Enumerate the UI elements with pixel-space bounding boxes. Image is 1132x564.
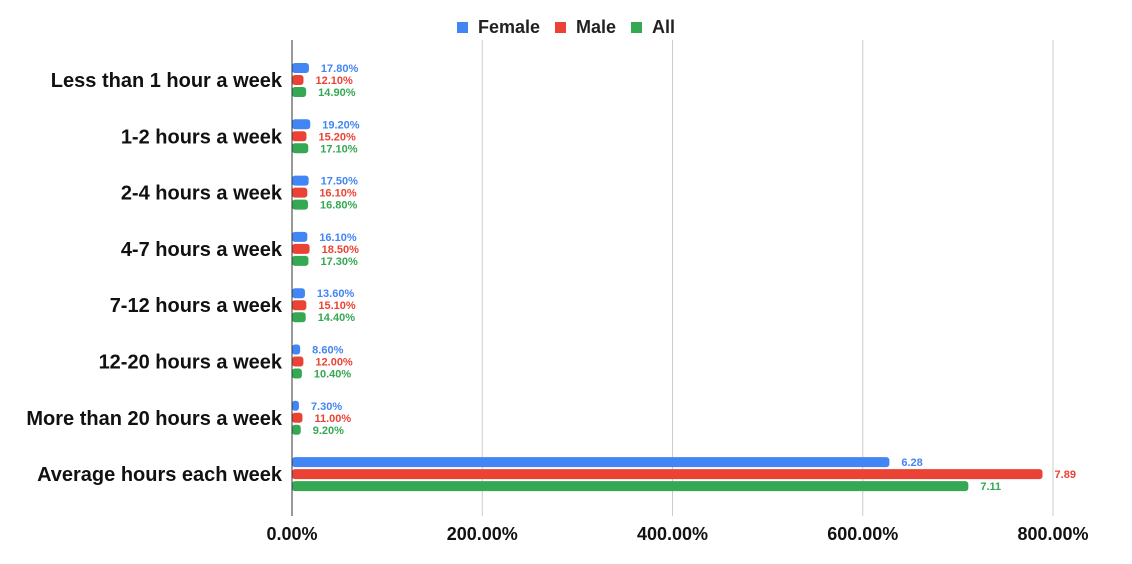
bar-male [292, 131, 307, 142]
bar-all [292, 481, 969, 492]
data-label: 17.80% [321, 63, 359, 75]
data-label: 13.60% [317, 288, 355, 300]
data-label: 15.20% [318, 131, 356, 143]
data-label: 19.20% [322, 119, 360, 131]
bar-male [292, 412, 303, 423]
data-label: 12.00% [315, 357, 353, 369]
data-label: 15.10% [318, 300, 356, 312]
x-tick-label: 0.00% [266, 524, 317, 544]
legend-swatch [457, 22, 468, 33]
x-tick-label: 600.00% [827, 524, 898, 544]
category-label: More than 20 hours a week [26, 408, 283, 430]
data-label: 7.11 [980, 481, 1001, 493]
data-label: 6.28 [901, 457, 922, 469]
category-label: 2-4 hours a week [121, 183, 283, 205]
bar-female [292, 344, 301, 355]
category-label: Less than 1 hour a week [51, 70, 283, 92]
data-label: 7.89 [1055, 469, 1076, 481]
data-labels: 17.80%12.10%14.90% 19.20%15.20%17.10% 17.5… [311, 63, 1076, 493]
data-label: 8.60% [312, 345, 343, 357]
bar-female [292, 231, 308, 242]
bar-all [292, 312, 306, 323]
x-tick-label: 200.00% [447, 524, 518, 544]
bar-female [292, 175, 309, 186]
category-label: 7-12 hours a week [110, 295, 283, 317]
bar-female [292, 288, 305, 299]
category-labels: Less than 1 hour a week 1-2 hours a week 2… [26, 70, 283, 486]
data-label: 16.10% [319, 232, 357, 244]
bar-male [292, 469, 1043, 480]
data-label: 17.50% [321, 176, 359, 188]
data-label: 16.80% [320, 200, 358, 212]
legend-label: Female [478, 17, 540, 37]
bar-male [292, 75, 304, 85]
data-label: 14.90% [318, 87, 356, 99]
data-label: 12.10% [316, 75, 354, 87]
bars [292, 63, 1043, 492]
x-axis-ticks: 0.00% 200.00% 400.00% 600.00% 800.00% [266, 524, 1088, 544]
bar-all [292, 255, 309, 266]
data-label: 17.30% [320, 256, 358, 268]
bar-male [292, 300, 307, 311]
data-label: 14.40% [318, 312, 356, 324]
data-label: 18.50% [322, 244, 360, 256]
bar-all [292, 424, 301, 435]
legend-swatch [631, 22, 642, 33]
bar-all [292, 87, 307, 97]
data-label: 7.30% [311, 401, 342, 413]
data-label: 10.40% [314, 369, 352, 381]
legend: Female Male All [457, 17, 675, 37]
bar-male [292, 243, 310, 254]
category-label: 1-2 hours a week [121, 126, 283, 148]
bar-male [292, 356, 304, 367]
bar-female [292, 400, 299, 411]
gridlines [481, 40, 1054, 516]
data-label: 11.00% [314, 413, 351, 425]
data-label: 17.10% [320, 143, 358, 155]
legend-label: All [652, 17, 675, 37]
bar-all [292, 199, 308, 210]
category-label: Average hours each week [37, 464, 283, 486]
bar-female [292, 457, 890, 468]
x-tick-label: 400.00% [637, 524, 708, 544]
bar-all [292, 368, 302, 379]
bar-female [292, 63, 309, 73]
bar-female [292, 119, 311, 130]
bar-all [292, 143, 309, 154]
x-tick-label: 800.00% [1017, 524, 1088, 544]
bar-male [292, 187, 308, 198]
legend-label: Male [576, 17, 616, 37]
data-label: 16.10% [319, 188, 357, 200]
category-label: 4-7 hours a week [121, 239, 283, 261]
category-label: 12-20 hours a week [99, 352, 283, 374]
data-label: 9.20% [313, 425, 344, 437]
legend-swatch [555, 22, 566, 33]
